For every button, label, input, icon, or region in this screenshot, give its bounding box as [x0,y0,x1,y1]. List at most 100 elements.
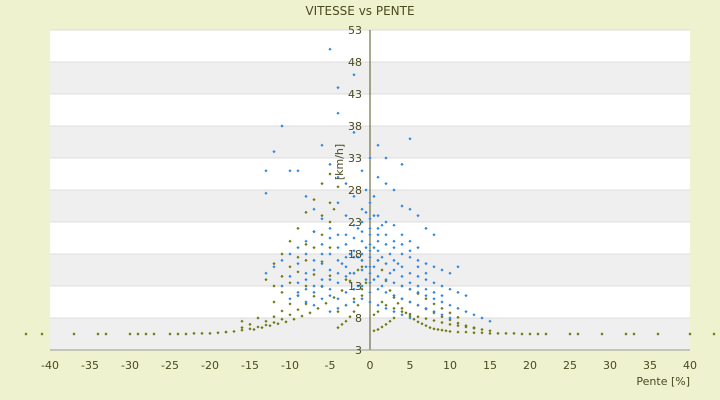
data-point [472,326,476,330]
data-point [328,287,332,291]
data-point [384,290,388,294]
data-point [448,316,452,320]
data-point [428,326,432,330]
data-point [448,303,452,307]
data-point [40,332,44,336]
data-point [424,271,428,275]
data-point [288,281,292,285]
data-point [296,262,300,266]
data-point [408,316,412,320]
data-point [176,332,180,336]
x-tick-label: 25 [563,359,577,372]
data-point [600,332,604,336]
data-point [352,300,356,304]
data-point [372,313,376,317]
data-point [320,214,324,218]
data-point [448,322,452,326]
data-point [280,258,284,262]
data-point [368,281,372,285]
data-point [424,317,428,321]
data-point [440,284,444,288]
data-point [408,255,412,259]
data-point [400,310,404,314]
data-point [288,265,292,269]
data-point [348,252,352,256]
data-point [248,322,252,326]
data-point [144,332,148,336]
data-point [336,271,340,275]
data-point [336,306,340,310]
y-axis-label: [km/h] [333,144,346,180]
data-point [408,300,412,304]
y-tick-label: 48 [348,56,362,69]
data-point [384,278,388,282]
data-point [356,255,360,259]
data-point [336,111,340,115]
data-point [372,329,376,333]
data-point [296,169,300,173]
data-point [416,320,420,324]
data-point [284,320,288,324]
data-point [348,271,352,275]
data-point [384,303,388,307]
data-point [360,284,364,288]
data-point [376,233,380,237]
data-point [384,233,388,237]
data-point [288,313,292,317]
data-point [360,297,364,301]
data-point [432,318,436,323]
data-point [136,332,140,336]
data-point [240,319,244,323]
data-point [416,303,420,307]
data-point [256,325,260,329]
data-point [344,214,348,218]
data-point [264,271,268,275]
data-point [280,317,284,321]
x-axis-label: Pente [%] [636,375,690,388]
data-point [424,278,428,282]
data-point [416,246,420,250]
data-point [432,310,436,314]
data-point [712,332,716,336]
data-point [408,239,412,243]
data-point [256,316,260,320]
data-point [320,233,324,237]
data-point [520,332,524,336]
data-point [72,332,76,336]
data-point [456,324,460,328]
data-point [384,242,388,246]
data-point [336,86,340,90]
y-tick-label: 23 [348,216,362,229]
data-point [320,217,324,221]
data-point [288,169,292,173]
data-point [424,287,428,291]
data-point [456,330,460,334]
x-tick-label: 40 [683,359,697,372]
data-point [280,274,284,278]
x-tick-label: 15 [483,359,497,372]
x-tick-label: 20 [523,359,537,372]
data-point [360,207,364,211]
data-point [336,326,340,330]
data-point [448,271,452,275]
data-point [336,201,340,205]
data-point [432,233,436,237]
data-point [400,162,404,166]
data-point [264,191,268,195]
x-tick-label: -5 [325,359,336,372]
data-point [400,297,404,301]
data-point [272,150,276,154]
data-point [624,332,628,336]
data-point [304,242,308,246]
data-point [416,284,420,288]
data-point [344,290,348,294]
data-point [340,288,344,293]
data-point [344,182,348,186]
data-point [384,220,388,224]
data-point [304,287,308,291]
y-tick-label: 3 [355,344,362,357]
data-point [304,239,308,243]
data-point [360,268,364,272]
data-point [364,188,368,192]
